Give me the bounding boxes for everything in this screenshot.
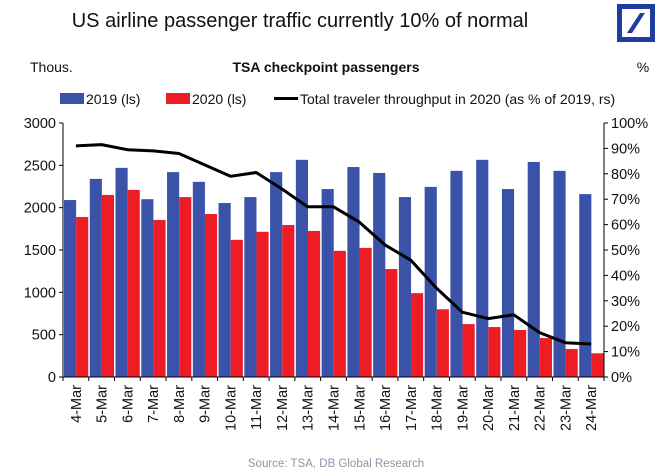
right-axis-unit: % [637, 59, 649, 75]
x-tick-label: 8-Mar [172, 385, 188, 423]
legend-swatch-line [274, 97, 298, 100]
right-tick-label: 100% [611, 116, 648, 132]
legend: 2019 (ls) 2020 (ls) Total traveler throu… [60, 91, 615, 107]
x-tick-label: 10-Mar [223, 385, 239, 431]
bar-2019-20-Mar [476, 159, 489, 377]
source-note: Source: TSA, DB Global Research [247, 458, 425, 470]
x-tick-label: 13-Mar [301, 385, 317, 431]
right-tick-label: 0% [611, 370, 632, 386]
bar-2020-23-Mar [565, 349, 578, 377]
bar-2020-6-Mar [127, 189, 140, 377]
bar-2020-19-Mar [462, 324, 475, 377]
left-tick-label: 2500 [24, 158, 56, 174]
bar-2020-17-Mar [411, 293, 424, 377]
bar-2020-5-Mar [101, 194, 115, 377]
bar-2019-9-Mar [192, 181, 205, 377]
x-tick-label: 20-Mar [481, 385, 497, 431]
bar-2019-8-Mar [167, 172, 180, 377]
x-tick-label: 18-Mar [430, 385, 446, 431]
bar-2019-11-Mar [244, 197, 257, 377]
right-tick-label: 20% [611, 319, 640, 335]
bar-2020-12-Mar [282, 225, 295, 377]
bar-2020-4-Mar [76, 216, 89, 377]
x-tick-label: 16-Mar [378, 385, 394, 431]
right-tick-label: 60% [611, 218, 640, 234]
left-tick-label: 0 [48, 370, 56, 386]
bar-2019-22-Mar [527, 161, 540, 377]
bar-2020-22-Mar [539, 338, 552, 377]
bar-2020-21-Mar [514, 330, 527, 377]
right-tick-label: 40% [611, 268, 640, 284]
bar-2019-15-Mar [347, 167, 360, 377]
bar-2019-4-Mar [64, 200, 77, 377]
x-tick-label: 23-Mar [558, 385, 574, 431]
x-tick-label: 4-Mar [69, 385, 85, 423]
bar-2020-24-Mar [591, 353, 604, 377]
bar-2019-12-Mar [270, 172, 283, 377]
bar-2020-15-Mar [359, 247, 372, 377]
bar-2019-10-Mar [218, 203, 231, 377]
x-tick-label: 14-Mar [327, 385, 343, 431]
left-tick-label: 1000 [24, 285, 56, 301]
x-tick-label: 5-Mar [95, 385, 111, 423]
bar-2019-5-Mar [89, 178, 102, 377]
legend-label-2019: 2019 (ls) [86, 91, 140, 107]
line-group [75, 143, 592, 346]
right-tick-label: 50% [611, 243, 640, 259]
axes-group: 0 500 1000 1500 2000 2500 3000 0% 10% 20% 30% 40% 50… [24, 116, 648, 431]
x-tick-label: 19-Mar [455, 385, 471, 431]
right-tick-label: 10% [611, 345, 640, 361]
bar-2020-18-Mar [436, 309, 449, 377]
bar-2020-13-Mar [307, 230, 321, 377]
x-tick-label: 9-Mar [198, 385, 214, 423]
left-tick-label: 3000 [24, 116, 56, 132]
bar-2020-10-Mar [230, 239, 243, 377]
throughput-line [75, 143, 592, 346]
bar-2020-11-Mar [256, 231, 269, 377]
bar-2019-19-Mar [450, 170, 463, 377]
x-tick-label: 24-Mar [584, 385, 600, 431]
x-tick-label: 21-Mar [507, 385, 523, 431]
legend-label-line: Total traveler throughput in 2020 (as % … [300, 91, 615, 107]
bar-2019-21-Mar [501, 189, 515, 377]
left-tick-label: 2000 [24, 201, 56, 217]
left-axis-unit: Thous. [30, 59, 73, 75]
legend-swatch-2019 [60, 93, 84, 104]
x-tick-label: 7-Mar [146, 385, 162, 423]
bar-2019-7-Mar [141, 199, 154, 377]
x-tick-label: 6-Mar [120, 385, 136, 423]
deutsche-bank-logo-icon [617, 4, 655, 42]
bar-2020-9-Mar [204, 214, 218, 377]
bar-2019-24-Mar [579, 194, 592, 377]
left-tick-label: 1500 [24, 243, 56, 259]
chart-title: US airline passenger traffic currently 1… [71, 10, 529, 32]
bar-2020-14-Mar [333, 250, 346, 377]
legend-label-2020: 2020 (ls) [192, 91, 246, 107]
x-tick-label: 15-Mar [352, 385, 368, 431]
bar-2019-23-Mar [553, 170, 566, 377]
x-tick-label: 22-Mar [533, 385, 549, 431]
bar-2019-13-Mar [295, 159, 308, 377]
bar-2020-7-Mar [153, 219, 166, 377]
right-tick-label: 80% [611, 167, 640, 183]
x-tick-label: 11-Mar [249, 385, 265, 430]
x-tick-label: 17-Mar [404, 385, 420, 431]
bar-2019-6-Mar [115, 167, 128, 377]
right-tick-label: 70% [611, 192, 640, 208]
bar-2020-20-Mar [488, 327, 501, 377]
left-tick-label: 500 [32, 328, 56, 344]
right-tick-label: 30% [611, 294, 640, 310]
right-tick-label: 90% [611, 141, 640, 157]
bar-2019-16-Mar [373, 172, 386, 377]
chart-subtitle: TSA checkpoint passengers [233, 59, 420, 75]
bar-2020-16-Mar [385, 269, 398, 377]
x-tick-label: 12-Mar [275, 385, 291, 431]
bar-2019-17-Mar [398, 197, 412, 377]
bar-2019-14-Mar [321, 189, 334, 377]
legend-swatch-2020 [166, 93, 190, 104]
bar-2020-8-Mar [179, 197, 192, 377]
bars-group [64, 159, 604, 377]
